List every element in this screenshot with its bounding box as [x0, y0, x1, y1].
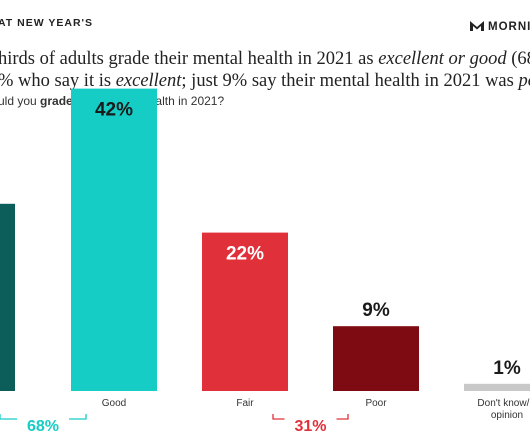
bar-poor — [333, 326, 419, 391]
group-bracket — [0, 414, 87, 420]
group-total-label: 31% — [294, 418, 326, 435]
question-text: uld you — [0, 94, 41, 108]
category-label: opinion — [491, 410, 523, 421]
value-label: 22% — [226, 244, 264, 265]
category-label: Don't know/N — [477, 398, 530, 409]
headline-text: ; just 9% say their mental health in 202… — [181, 71, 519, 91]
chart-headline: hirds of adults grade their mental healt… — [0, 48, 530, 92]
question-emphasis: grade — [40, 94, 73, 108]
brand-name: MORNI — [488, 21, 530, 33]
group-bracket — [272, 414, 349, 420]
chart-kicker: AT NEW YEAR'S — [0, 17, 94, 29]
bar-dont-know — [464, 383, 530, 391]
group-total-label: 68% — [27, 418, 59, 435]
value-label: 42% — [95, 100, 133, 121]
brand-mark-icon — [470, 21, 484, 31]
value-label: 9% — [362, 300, 390, 321]
headline-emphasis: excellent — [115, 71, 182, 91]
headline-emphasis: po — [518, 71, 530, 91]
bar-fair — [202, 232, 288, 391]
category-label: Poor — [365, 398, 387, 409]
brand-logo: MORNI — [470, 20, 530, 33]
bar-excellent — [0, 203, 15, 391]
category-label: Good — [102, 398, 126, 409]
category-label: Fair — [236, 398, 254, 409]
bar-good — [71, 88, 157, 391]
headline-text: hirds of adults grade their mental healt… — [0, 49, 379, 69]
headline-text: (68 — [511, 49, 530, 69]
value-label: 1% — [493, 358, 521, 379]
headline-line-1: hirds of adults grade their mental healt… — [0, 48, 530, 70]
headline-line-2: % who say it is excellent; just 9% say t… — [0, 70, 530, 92]
headline-text: % who say it is — [0, 71, 116, 91]
headline-emphasis: excellent or good — [378, 49, 507, 69]
